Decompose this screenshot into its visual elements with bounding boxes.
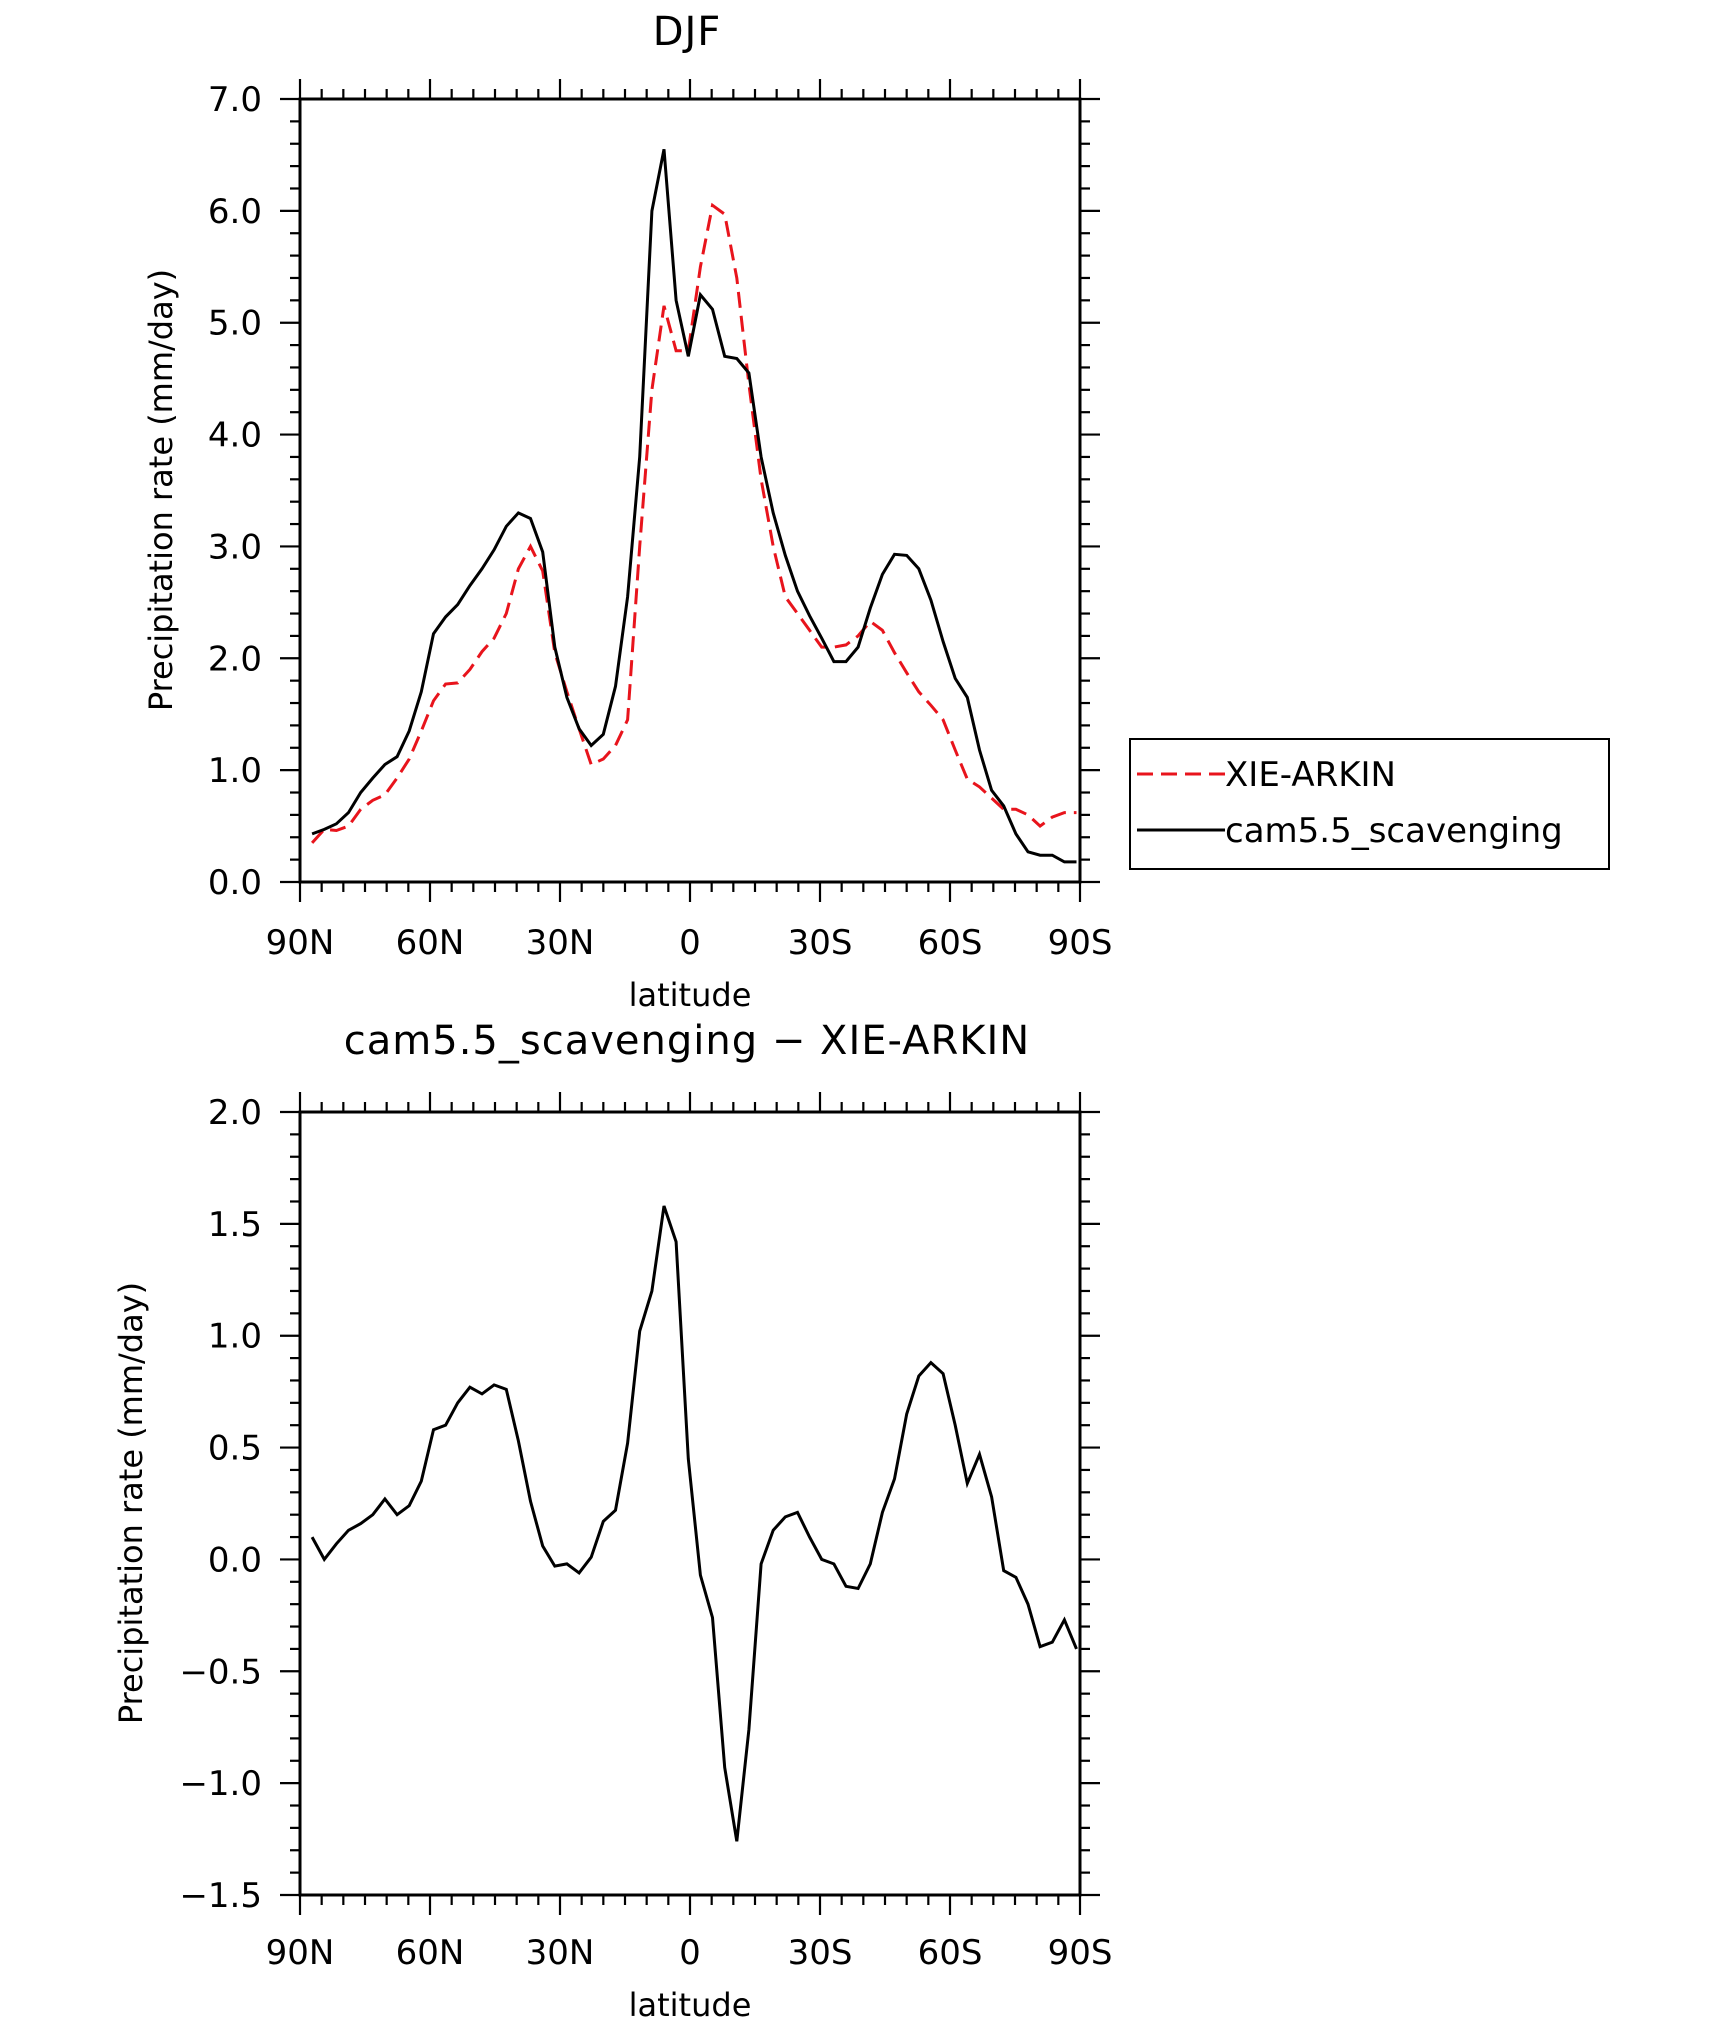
y-tick-labels-top: 0.0 1.0 2.0 3.0 4.0 5.0 6.0 7.0 [208,80,262,903]
y-tick-label: −0.5 [179,1652,262,1692]
x-tick-label: 30S [788,1933,853,1973]
x-tick-label: 60N [396,1933,465,1973]
x-tick-labels-top: 90N 60N 30N 0 30S 60S 90S [266,923,1113,963]
x-tick-label: 0 [679,1933,701,1973]
plot-frame-bottom [298,1110,1082,1897]
x-tick-label: 0 [679,923,701,963]
y-tick-label: 1.0 [208,1317,262,1357]
y-tick-label: 2.0 [208,1093,262,1133]
x-tick-label: 90N [266,1933,335,1973]
x-tick-label: 60S [918,1933,983,1973]
legend-box [1129,738,1610,870]
legend-label-xie-arkin: XIE-ARKIN [1225,755,1396,795]
y-tick-label: −1.5 [179,1876,262,1916]
series-line-cam5-5-scavenging [311,149,1077,864]
y-tick-label: 3.0 [208,527,262,567]
y-tick-label: 2.0 [208,639,262,679]
x-tick-label: 30N [526,1933,595,1973]
legend-label-cam5-5-scavenging: cam5.5_scavenging [1225,811,1563,851]
y-tick-labels-bottom: −1.5 −1.0 −0.5 0.0 0.5 1.0 1.5 2.0 [179,1093,262,1916]
tick-marks-top [280,79,1100,902]
x-tick-label: 90S [1048,923,1113,963]
y-tick-label: 1.5 [208,1205,262,1245]
series-line-xie-arkin [310,202,1077,844]
y-axis-label-top: Precipitation rate (mm/day) [142,269,180,711]
x-tick-labels-bottom: 90N 60N 30N 0 30S 60S 90S [266,1933,1113,1973]
precip-djf-panel: DJF 0.0 1.0 2.0 3.0 4.0 5.0 6.0 7.0 90N … [142,9,1610,1014]
y-axis-label-bottom: Precipitation rate (mm/day) [112,1282,150,1724]
chart-title-djf: DJF [653,9,722,55]
y-tick-label: 5.0 [208,304,262,344]
x-tick-label: 60S [918,923,983,963]
x-tick-label: 90S [1048,1933,1113,1973]
legend: XIE-ARKIN cam5.5_scavenging [1129,738,1610,870]
tick-marks-bottom [280,1092,1100,1915]
y-tick-label: 6.0 [208,192,262,232]
plot-frame-top [298,97,1082,884]
y-tick-label: 0.5 [208,1429,262,1469]
y-tick-label: −1.0 [179,1764,262,1804]
y-tick-label: 1.0 [208,751,262,791]
x-tick-label: 90N [266,923,335,963]
y-tick-label: 0.0 [208,863,262,903]
x-tick-label: 30S [788,923,853,963]
y-tick-label: 0.0 [208,1540,262,1580]
x-tick-label: 60N [396,923,465,963]
x-axis-label-top: latitude [629,976,752,1014]
chart-title-difference: cam5.5_scavenging − XIE-ARKIN [344,1018,1030,1064]
y-tick-label: 7.0 [208,80,262,120]
precip-difference-panel: cam5.5_scavenging − XIE-ARKIN −1.5 −1.0 … [112,1018,1112,2021]
series-line-difference [310,1205,1078,1842]
x-axis-label-bottom: latitude [629,1986,752,2021]
y-tick-label: 4.0 [208,416,262,456]
x-tick-label: 30N [526,923,595,963]
